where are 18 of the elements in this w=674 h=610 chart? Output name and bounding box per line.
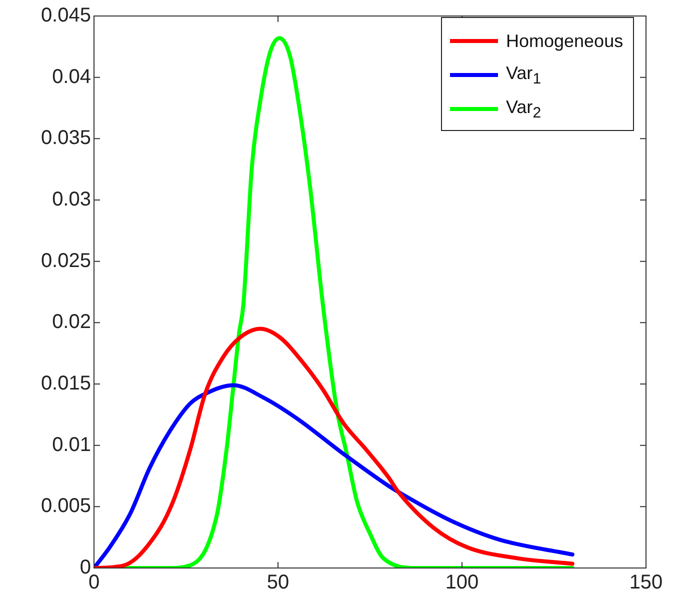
legend-label: Var$_{2}$ bbox=[506, 96, 542, 122]
y-tick-label: 0.01 bbox=[52, 434, 91, 456]
legend-label: Homogeneous bbox=[506, 30, 624, 52]
y-tick-label: 0.015 bbox=[40, 372, 91, 395]
y-tick-label: 0.025 bbox=[40, 250, 91, 272]
y-tick-label: 0.03 bbox=[52, 188, 91, 211]
y-tick-label: 0.02 bbox=[52, 311, 91, 334]
y-tick-label: 0.04 bbox=[52, 66, 91, 88]
legend-label: Var$_{1}$ bbox=[506, 62, 542, 88]
y-tick-label: 0 bbox=[80, 556, 91, 579]
x-tick-label: 100 bbox=[445, 572, 479, 594]
x-tick-label: 150 bbox=[629, 572, 663, 594]
y-tick-label: 0.005 bbox=[40, 495, 91, 518]
y-tick-label: 0.035 bbox=[40, 127, 91, 150]
x-tick-label: 50 bbox=[266, 572, 290, 594]
line-series bbox=[94, 326, 574, 568]
y-tick-label: 0.045 bbox=[40, 4, 91, 27]
line-series bbox=[94, 383, 574, 568]
